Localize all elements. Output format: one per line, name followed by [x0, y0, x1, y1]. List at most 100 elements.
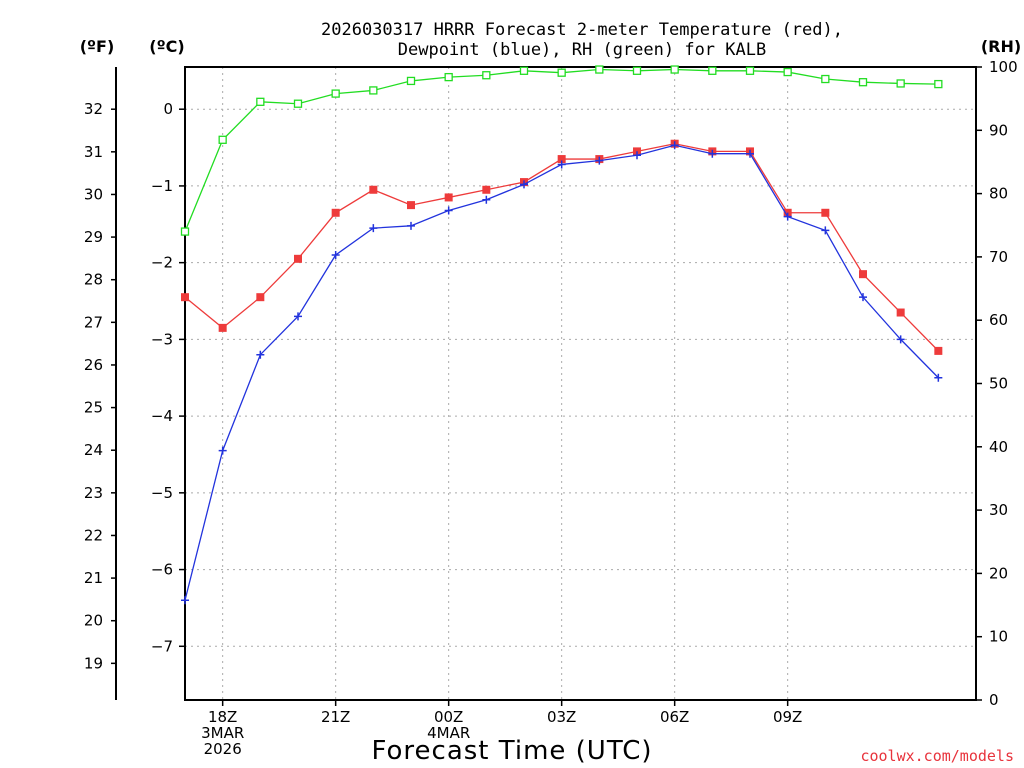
rh-point [783, 67, 792, 77]
celsius-tick-label: −5 [151, 484, 173, 502]
rh-tick-label: 40 [989, 438, 1008, 456]
temperature-point [407, 201, 415, 210]
celsius-tick-label: −6 [151, 561, 173, 579]
rh-point [293, 99, 303, 108]
temperature-point [181, 293, 189, 302]
dewpoint-point [407, 221, 415, 230]
rh-point [745, 66, 755, 75]
dewpoint-point [557, 160, 566, 169]
temperature-point [444, 193, 453, 202]
fahrenheit-tick-label: 28 [84, 271, 103, 289]
dewpoint-point [746, 149, 754, 158]
credit-text: coolwx.com/models [860, 747, 1014, 765]
dewpoint-point [444, 206, 453, 215]
series [180, 65, 943, 605]
title-line-1: 2026030317 HRRR Forecast 2-meter Tempera… [321, 20, 843, 40]
dewpoint-point [181, 596, 189, 605]
x-tick-label: 00Z [434, 708, 463, 726]
rh-point [896, 79, 905, 88]
fahrenheit-unit-label: (ºF) [80, 37, 115, 56]
rh-series [180, 65, 943, 236]
dewpoint-point [218, 446, 227, 455]
rh-point [180, 227, 190, 236]
temperature-point [934, 346, 943, 355]
fahrenheit-tick-label: 24 [84, 441, 103, 459]
rh-point [331, 89, 340, 98]
x-tick-label: 4MAR [427, 724, 470, 742]
temperature-point [557, 155, 566, 164]
dewpoint-point [670, 141, 679, 150]
fahrenheit-tick-label: 23 [84, 484, 103, 502]
rh-tick-label: 100 [989, 58, 1018, 76]
dewpoint-point [256, 350, 265, 359]
dewpoint-point [896, 335, 905, 344]
temperature-point [821, 208, 830, 217]
rh-tick-label: 70 [989, 248, 1008, 266]
rh-point [218, 135, 227, 144]
dewpoint-point [783, 212, 792, 221]
dewpoint-point [708, 149, 717, 158]
temperature-point [482, 185, 491, 194]
title-line-2: Dewpoint (blue), RH (green) for KALB [398, 40, 766, 60]
temperature-point [859, 270, 867, 279]
temperature-point [218, 323, 227, 332]
dewpoint-series [181, 141, 943, 605]
rh-point [708, 66, 717, 75]
x-tick-label: 03Z [547, 708, 576, 726]
rh-tick-label: 30 [989, 501, 1008, 519]
rh-point [821, 74, 830, 84]
rh-tick-label: 80 [989, 185, 1008, 203]
rh-point [482, 71, 491, 80]
rh-point [858, 78, 868, 87]
fahrenheit-tick-label: 27 [84, 313, 103, 331]
x-tick-label: 06Z [660, 708, 689, 726]
rh-point [519, 66, 529, 75]
x-tick-label: 18Z [208, 708, 237, 726]
fahrenheit-tick-label: 29 [84, 228, 103, 246]
celsius-tick-label: −2 [151, 254, 173, 272]
fahrenheit-tick-label: 30 [84, 185, 103, 203]
dewpoint-point [595, 156, 604, 165]
chart-title: 2026030317 HRRR Forecast 2-meter Tempera… [321, 20, 843, 60]
dewpoint-point [520, 180, 528, 189]
celsius-tick-label: −7 [151, 637, 173, 655]
rh-line [184, 68, 939, 232]
celsius-tick-label: 0 [163, 100, 173, 118]
temperature-point [294, 254, 302, 263]
fahrenheit-tick-label: 20 [84, 612, 103, 630]
x-tick-label: 09Z [773, 708, 802, 726]
temperature-point [331, 208, 340, 217]
fahrenheit-tick-label: 19 [84, 654, 103, 672]
dewpoint-point [369, 224, 378, 233]
dewpoint-point [821, 226, 830, 235]
fahrenheit-tick-label: 25 [84, 399, 103, 417]
rh-tick-label: 50 [989, 375, 1008, 393]
rh-tick-label: 10 [989, 628, 1008, 646]
fahrenheit-tick-label: 26 [84, 356, 103, 374]
dewpoint-point [331, 250, 340, 259]
x-axis-label: Forecast Time (UTC) [371, 736, 652, 766]
fahrenheit-tick-label: 32 [84, 100, 103, 118]
temperature-point [369, 185, 378, 194]
rh-tick-label: 90 [989, 121, 1008, 139]
axes: 32 31 30 29 28 27 26 25 24 23 22 21 20 19 0 −1 −2 −3 −4 −5 −… [84, 58, 1018, 758]
rh-point [595, 65, 604, 74]
dewpoint-point [859, 293, 867, 302]
temperature-point [256, 293, 265, 302]
x-tick-label: 21Z [321, 708, 350, 726]
celsius-tick-label: −4 [151, 407, 173, 425]
rh-point [444, 72, 453, 82]
fahrenheit-tick-label: 31 [84, 143, 103, 161]
rh-point [670, 65, 679, 74]
dewpoint-point [294, 312, 302, 321]
rh-unit-label: (RH) [981, 37, 1021, 56]
rh-point [934, 79, 943, 89]
x-tick-label: 2026 [204, 740, 242, 758]
rh-point [256, 97, 265, 106]
rh-point [369, 86, 378, 95]
rh-tick-label: 0 [989, 691, 999, 709]
rh-tick-label: 60 [989, 311, 1008, 329]
rh-point [557, 68, 566, 77]
rh-point [632, 66, 642, 75]
